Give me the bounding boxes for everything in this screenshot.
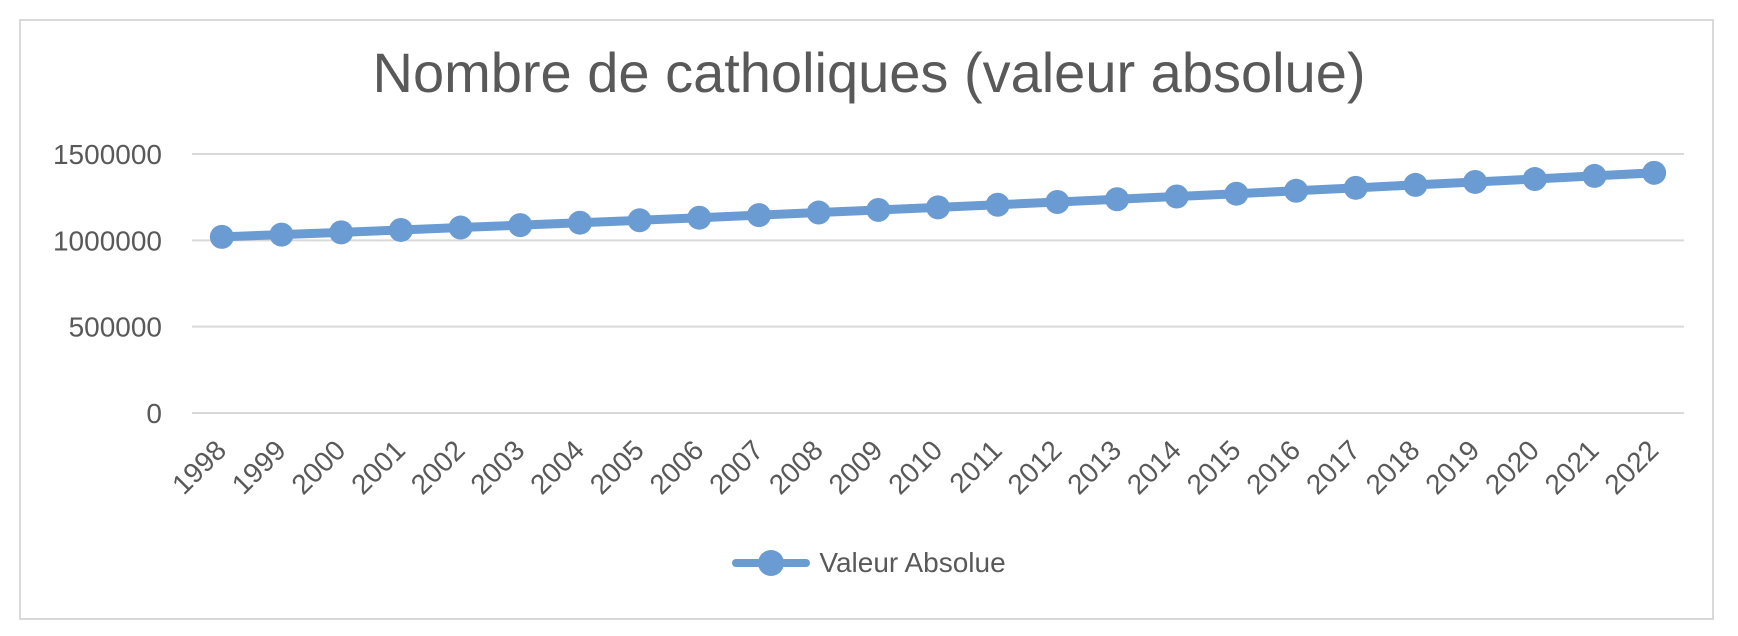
x-axis-tick-label: 2001: [345, 434, 411, 500]
data-point: [1164, 184, 1189, 209]
x-axis-tick-label: 2002: [405, 434, 471, 500]
y-axis-tick-label: 0: [146, 398, 162, 429]
legend-dot-icon: [758, 550, 785, 576]
legend: Valeur Absolue: [0, 547, 1738, 579]
x-axis-tick-label: 2011: [943, 434, 1008, 499]
x-axis-tick-label: 2015: [1181, 434, 1247, 500]
x-axis-tick-label: 1998: [166, 434, 232, 500]
x-axis-tick-label: 2014: [1121, 434, 1187, 500]
x-axis-tick-label: 2010: [882, 434, 948, 500]
y-axis-tick-label: 1000000: [53, 225, 162, 256]
x-axis-tick-label: 2006: [644, 434, 710, 500]
data-point: [388, 217, 413, 242]
legend-series-label: Valeur Absolue: [819, 547, 1006, 578]
x-axis-tick-label: 2019: [1419, 434, 1485, 500]
data-point: [269, 222, 294, 247]
x-axis-tick-label: 2021: [1539, 434, 1605, 500]
data-point: [1343, 175, 1368, 200]
data-point: [985, 192, 1010, 217]
x-axis-tick-label: 2012: [1002, 434, 1068, 500]
data-point: [806, 200, 831, 225]
data-point: [746, 203, 771, 228]
x-axis-tick-label: 2016: [1240, 434, 1306, 500]
data-point: [866, 197, 891, 222]
data-point: [329, 220, 354, 245]
chart-title: Nombre de catholiques (valeur absolue): [372, 41, 1366, 104]
x-axis-tick-label: 2018: [1360, 434, 1426, 500]
data-point: [1224, 181, 1249, 206]
data-point: [1045, 190, 1070, 215]
legend-line-marker-icon: [732, 550, 811, 576]
x-axis-tick-label: 2022: [1598, 434, 1664, 500]
x-axis-tick-label: 2013: [1061, 434, 1127, 500]
y-axis-tick-label: 500000: [69, 312, 162, 343]
x-axis-tick-label: 2000: [285, 434, 351, 500]
x-axis-tick-label: 1999: [226, 434, 292, 500]
data-point: [1403, 172, 1428, 197]
x-axis-tick-label: 2003: [465, 434, 531, 500]
data-point: [1284, 178, 1309, 203]
data-point: [1642, 160, 1667, 185]
y-axis-tick-label: 1500000: [53, 139, 162, 170]
x-axis-tick-label: 2005: [584, 434, 650, 500]
x-axis-tick-label: 2009: [823, 434, 889, 500]
data-point: [1582, 163, 1607, 188]
x-axis-tick-label: 2017: [1300, 434, 1366, 500]
data-point: [209, 224, 234, 249]
x-axis-tick-label: 2008: [763, 434, 829, 500]
data-point: [627, 208, 652, 233]
data-point: [448, 215, 473, 240]
data-point: [508, 213, 533, 238]
data-point: [1522, 167, 1547, 192]
data-point: [1105, 187, 1130, 212]
data-point: [926, 195, 950, 220]
data-point: [567, 210, 592, 235]
data-point: [687, 205, 712, 230]
data-point: [1463, 169, 1488, 194]
x-axis-tick-label: 2004: [524, 434, 590, 500]
chart-frame: [19, 19, 1714, 620]
x-axis-tick-label: 2020: [1479, 434, 1545, 500]
x-axis-tick-label: 2007: [703, 434, 769, 500]
